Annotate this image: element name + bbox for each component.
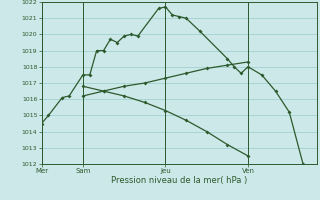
X-axis label: Pression niveau de la mer( hPa ): Pression niveau de la mer( hPa ) [111, 176, 247, 185]
